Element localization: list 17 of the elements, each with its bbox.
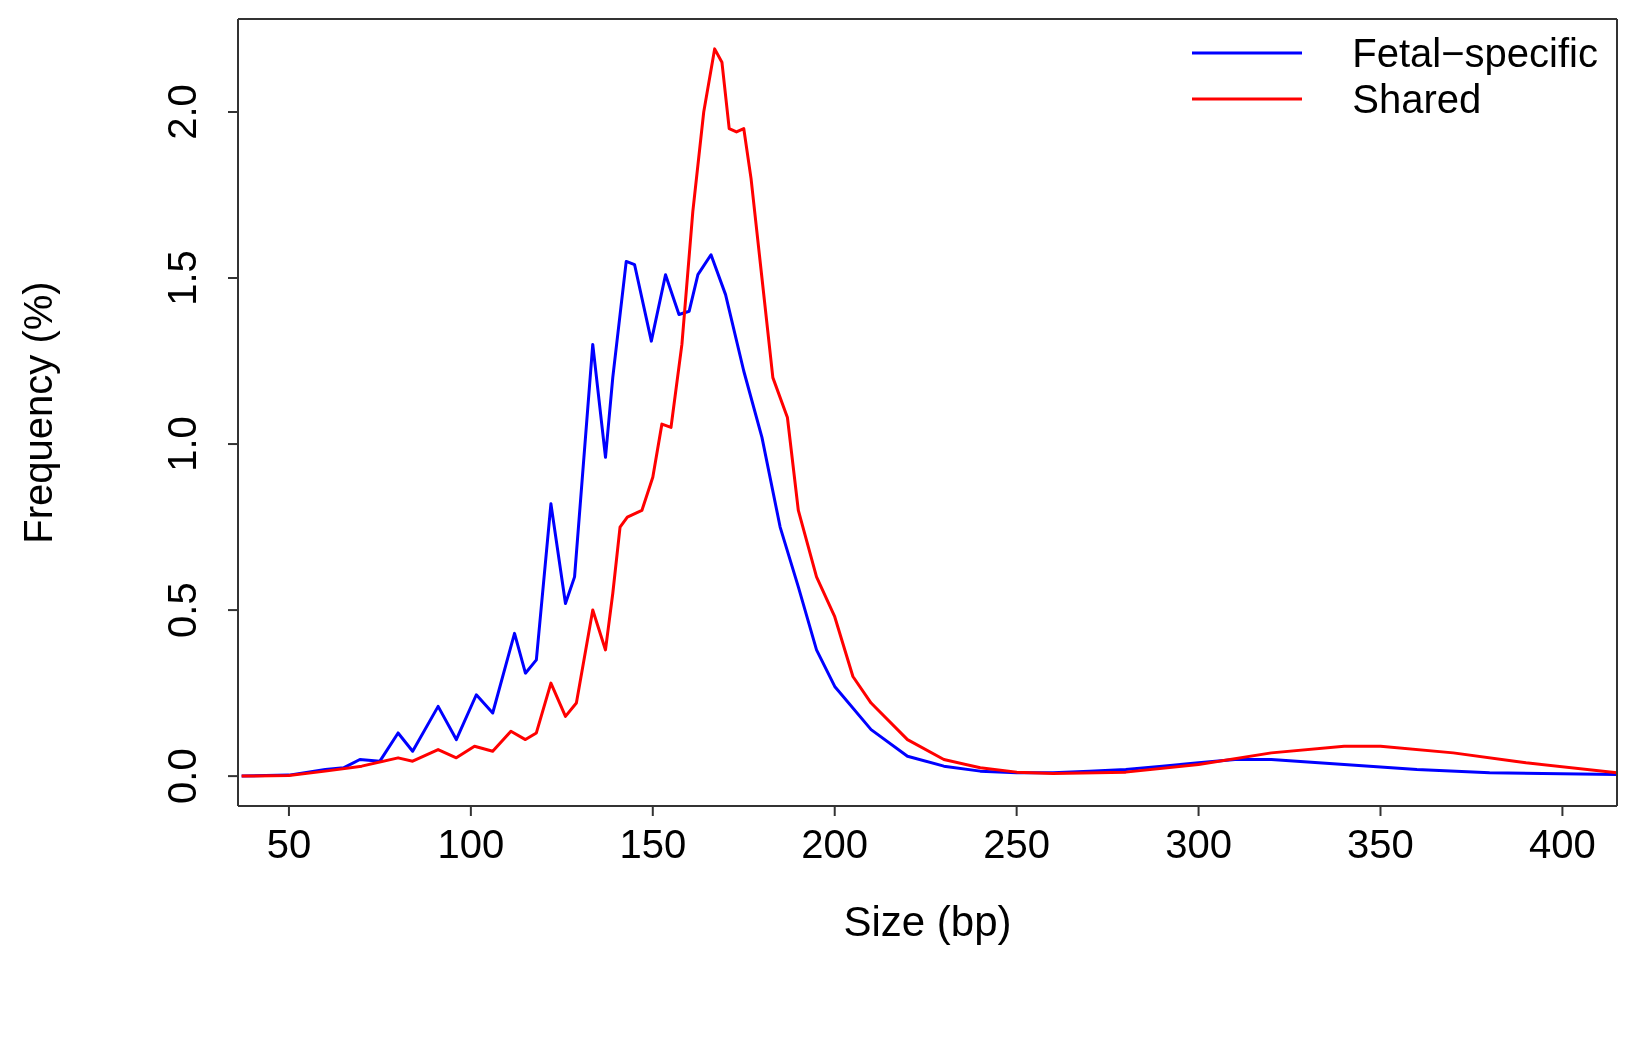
x-tick-label: 250 — [983, 822, 1051, 867]
x-axis-title: Size (bp) — [843, 898, 1012, 945]
x-tick-label: 100 — [437, 822, 505, 867]
y-tick-label: 1.0 — [160, 416, 204, 472]
x-tick-label: 300 — [1165, 822, 1232, 867]
y-axis-title: Frequency (%) — [16, 281, 61, 544]
y-tick-label: 1.5 — [160, 250, 204, 306]
x-tick-label: 200 — [801, 822, 869, 867]
y-tick-label: 2.0 — [160, 84, 204, 140]
y-tick-label: 0.0 — [160, 748, 204, 804]
legend-label: Shared — [1352, 76, 1482, 122]
legend-label: Fetal−specific — [1352, 30, 1598, 76]
y-tick-label: 0.5 — [160, 582, 204, 638]
x-tick-label: 350 — [1347, 822, 1414, 867]
x-tick-label: 150 — [619, 822, 687, 867]
x-tick-label: 50 — [266, 822, 312, 867]
x-tick-label: 400 — [1529, 822, 1596, 867]
